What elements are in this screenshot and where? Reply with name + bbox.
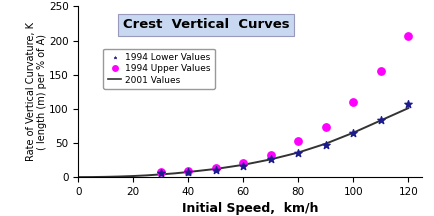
Point xyxy=(322,125,329,128)
Point xyxy=(294,151,301,154)
Point xyxy=(184,169,191,173)
Point xyxy=(157,170,164,173)
Point xyxy=(212,168,219,171)
Point xyxy=(157,171,164,175)
Text: Crest  Vertical  Curves: Crest Vertical Curves xyxy=(123,18,289,31)
Point xyxy=(376,69,383,72)
Legend: 1994 Lower Values, 1994 Upper Values, 2001 Values: 1994 Lower Values, 1994 Upper Values, 20… xyxy=(103,49,215,89)
Point xyxy=(322,143,329,147)
Point xyxy=(212,166,219,169)
Y-axis label: Rate of Vertical Curvature, K
( length (m) per % of A): Rate of Vertical Curvature, K ( length (… xyxy=(26,22,47,161)
Point xyxy=(239,164,246,168)
Point xyxy=(294,139,301,143)
Point xyxy=(266,153,273,156)
Point xyxy=(404,34,411,38)
Point xyxy=(266,158,273,161)
Point xyxy=(376,118,383,122)
Point xyxy=(404,102,411,106)
Point xyxy=(184,170,191,173)
Point xyxy=(239,161,246,165)
X-axis label: Initial Speed,  km/h: Initial Speed, km/h xyxy=(181,202,318,215)
Point xyxy=(349,131,356,135)
Point xyxy=(349,100,356,104)
